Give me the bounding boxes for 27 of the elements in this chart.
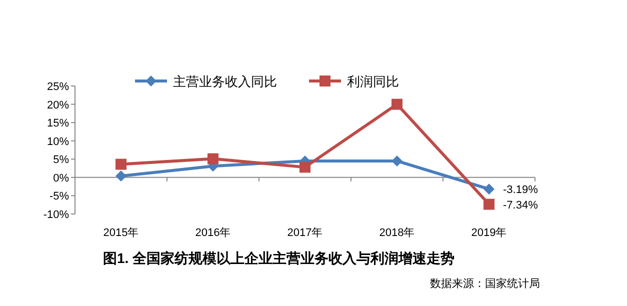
point [484, 184, 494, 195]
y-tick-label: 0% [53, 172, 70, 184]
y-tick-label: 5% [53, 154, 70, 166]
legend-label: 主营业务收入同比 [173, 74, 277, 89]
y-tick-label: 25% [46, 81, 70, 93]
text: 图1. 全国家纺规模以上企业主营业务收入与利润增速走势 [103, 250, 455, 266]
point [392, 155, 402, 166]
point [208, 153, 218, 164]
point [116, 170, 126, 182]
data-label: -3.19% [503, 184, 538, 196]
point [300, 162, 310, 173]
point [116, 158, 126, 170]
x-tick-label: 2016年 [195, 227, 231, 239]
y-tick-label: 20% [46, 99, 70, 112]
y-tick-label: 10% [46, 136, 70, 148]
source-note: 数据来源：国家统计局 [430, 277, 540, 290]
data-label: -7.34% [503, 199, 538, 212]
y-tick-label: -10% [43, 209, 70, 221]
legend-label: 利润同比 [347, 74, 399, 89]
y-tick-label: 15% [46, 118, 70, 130]
x-tick-label: 2015年 [103, 227, 139, 239]
y-tick-label: -5% [49, 190, 70, 203]
point [484, 198, 494, 210]
x-tick-label: 2019年 [471, 227, 507, 239]
point [392, 98, 402, 110]
x-tick-label: 2017年 [287, 227, 323, 239]
x-tick-label: 2018年 [379, 227, 415, 239]
